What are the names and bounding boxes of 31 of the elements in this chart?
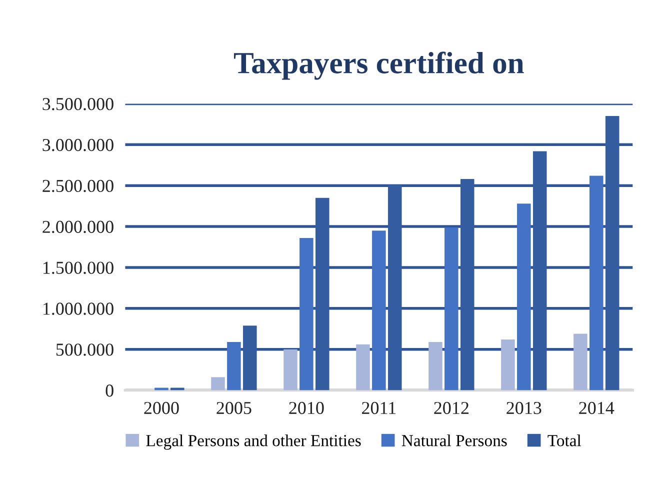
x-tick-label: 2010 bbox=[289, 402, 324, 414]
bar bbox=[590, 176, 604, 390]
bar bbox=[444, 227, 458, 390]
y-tick-label: 2.000.000 bbox=[42, 220, 114, 234]
y-tick-label: 2.500.000 bbox=[42, 180, 114, 192]
y-tick-label: 3.500.000 bbox=[42, 98, 114, 110]
bar bbox=[211, 377, 225, 390]
x-tick-label: 2012 bbox=[434, 402, 468, 414]
x-tick-label: 2011 bbox=[362, 402, 396, 414]
y-tick-label: 1.500.000 bbox=[43, 262, 114, 274]
bar bbox=[372, 230, 386, 390]
x-tick-label: 2014 bbox=[579, 402, 614, 414]
y-tick-label: 0 bbox=[106, 384, 114, 397]
x-tick-label: 2013 bbox=[506, 402, 542, 414]
x-tick-label: 2000 bbox=[144, 402, 179, 414]
legend-label: Legal Persons and other Entities bbox=[146, 434, 361, 450]
legend-label: Natural Persons bbox=[402, 434, 507, 446]
bar bbox=[428, 342, 442, 390]
chart-title: Taxpayers certified on bbox=[234, 52, 524, 80]
bar bbox=[501, 340, 515, 390]
bar bbox=[574, 334, 588, 390]
bar bbox=[356, 344, 370, 390]
y-tick-label: 3.000.000 bbox=[42, 138, 114, 152]
bar bbox=[284, 349, 298, 390]
bar bbox=[517, 204, 531, 390]
legend-label: Total bbox=[548, 434, 582, 446]
y-tick-label: 1.000.000 bbox=[43, 302, 114, 315]
y-tick-label: 500.000 bbox=[56, 344, 114, 356]
bar bbox=[227, 342, 241, 390]
bar bbox=[300, 238, 314, 390]
x-tick-label: 2005 bbox=[216, 402, 252, 414]
